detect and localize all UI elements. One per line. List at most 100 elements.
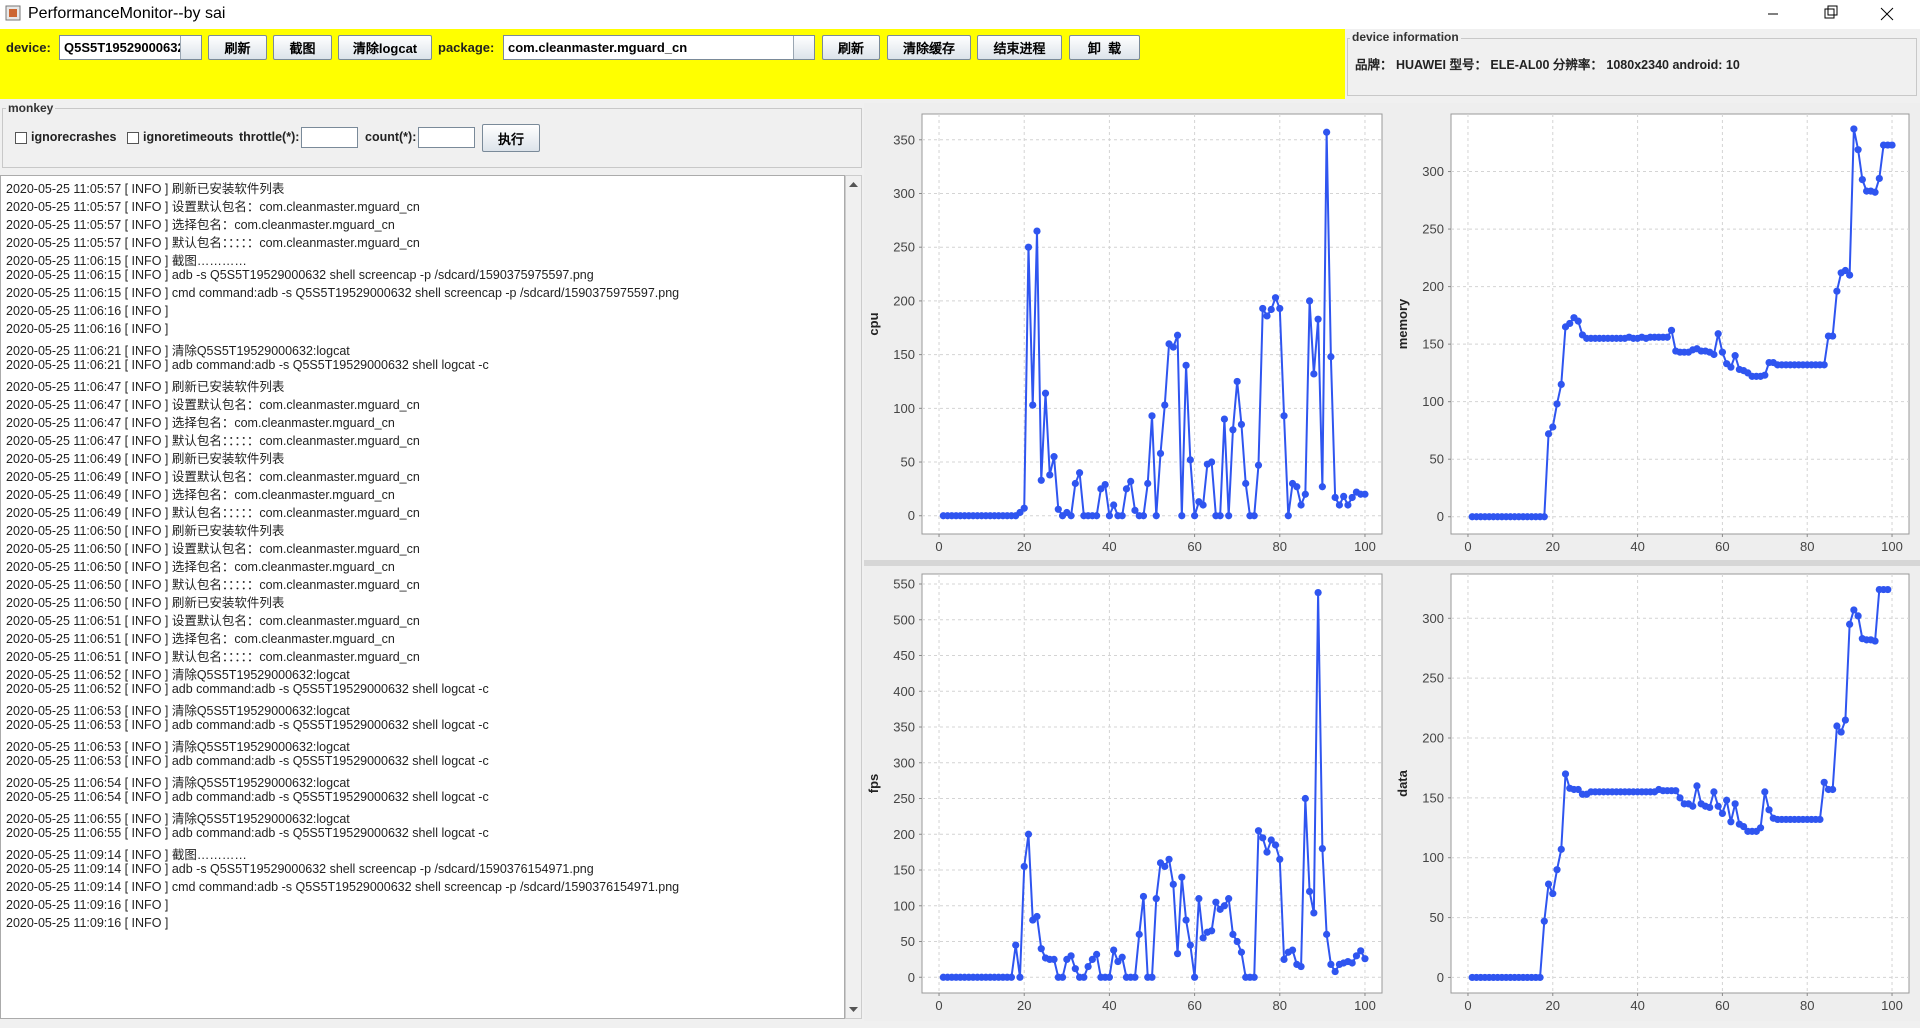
data-point <box>1233 377 1241 386</box>
y-tick-label: 0 <box>908 508 915 523</box>
data-point <box>1178 512 1186 520</box>
data-point <box>1829 332 1837 340</box>
button[interactable]: 清除logcat <box>338 35 432 60</box>
data-point <box>1553 400 1561 408</box>
checkbox[interactable] <box>127 132 139 144</box>
data-point <box>1710 788 1718 796</box>
title-bar: PerformanceMonitor--by sai <box>0 0 1920 29</box>
data-point <box>1033 227 1041 235</box>
button[interactable]: 结束进程 <box>977 35 1062 60</box>
count-label: count(*): <box>365 130 417 144</box>
data-point <box>1305 887 1314 896</box>
data-point <box>1267 836 1275 844</box>
data-point <box>1318 483 1326 491</box>
data-point <box>1182 916 1190 924</box>
count-input[interactable] <box>418 127 475 148</box>
data-point <box>1723 796 1731 804</box>
x-tick-label: 40 <box>1102 998 1116 1013</box>
button[interactable]: 刷新 <box>822 35 880 60</box>
data-point <box>1301 490 1309 498</box>
y-tick-label: 300 <box>893 755 915 770</box>
data-point <box>1254 827 1263 835</box>
data-point <box>1118 512 1126 520</box>
log-line: 2020-05-25 11:06:49 [ INFO ] 选择包名：com.cl… <box>6 488 395 502</box>
log-line: 2020-05-25 11:09:14 [ INFO ] 截图………… <box>6 848 247 862</box>
data-point <box>1156 449 1165 458</box>
x-tick-label: 60 <box>1187 539 1201 554</box>
data-point <box>1178 873 1186 881</box>
x-tick-label: 20 <box>1546 998 1560 1013</box>
log-line: 2020-05-25 11:09:16 [ INFO ] <box>6 898 169 912</box>
data-point <box>1263 312 1271 320</box>
data-point <box>1761 788 1769 796</box>
button[interactable]: 清除缓存 <box>887 35 971 60</box>
data-point <box>1689 802 1697 810</box>
log-line: 2020-05-25 11:05:57 [ INFO ] 默认包名：：：：：co… <box>6 236 420 250</box>
data-point <box>1067 512 1075 520</box>
data-point <box>1841 716 1849 724</box>
data-point <box>1553 866 1561 874</box>
data-point <box>1310 909 1318 917</box>
log-line: 2020-05-25 11:06:50 [ INFO ] 设置默认包名：com.… <box>6 542 420 556</box>
x-tick-label: 20 <box>1546 539 1560 554</box>
y-tick-label: 300 <box>1422 611 1444 626</box>
data-point <box>1161 862 1169 871</box>
data-point <box>1186 456 1194 464</box>
y-tick-label: 0 <box>1437 509 1444 524</box>
x-tick-label: 80 <box>1273 539 1287 554</box>
log-line: 2020-05-25 11:06:15 [ INFO ] cmd command… <box>6 286 680 300</box>
device-info-title: device information <box>1350 30 1461 44</box>
x-tick-label: 100 <box>1354 998 1376 1013</box>
data-point <box>1549 890 1557 898</box>
data-point <box>1041 389 1050 397</box>
scroll-arrows <box>849 182 858 1012</box>
data-point <box>1344 501 1352 509</box>
data-point <box>1676 794 1684 802</box>
scrollbar[interactable] <box>845 175 862 1019</box>
data-point <box>1220 902 1229 910</box>
log-line: 2020-05-25 11:06:47 [ INFO ] 选择包名：com.cl… <box>6 416 395 430</box>
x-tick-label: 0 <box>935 539 942 554</box>
x-tick-label: 100 <box>1354 539 1376 554</box>
button[interactable]: 截图 <box>273 35 332 60</box>
data-point <box>1854 146 1862 154</box>
run-button[interactable]: 执行 <box>482 124 540 152</box>
data-point <box>1190 512 1199 520</box>
button[interactable]: 卸 载 <box>1069 35 1140 60</box>
device-combo[interactable]: Q5S5T19529000632 <box>59 35 202 60</box>
log-line: 2020-05-25 11:06:15 [ INFO ] adb -s Q5S5… <box>6 268 594 282</box>
log-line: 2020-05-25 11:06:47 [ INFO ] 默认包名：：：：：co… <box>6 434 420 448</box>
data-point <box>1348 959 1356 967</box>
window-controls[interactable] <box>1740 0 1920 29</box>
data-point <box>1182 361 1190 369</box>
data-point <box>1139 512 1148 520</box>
data-point <box>1199 501 1207 509</box>
data-point <box>1549 423 1557 431</box>
log-area[interactable]: 2020-05-25 11:05:57 [ INFO ] 刷新已安装软件列表 20… <box>0 175 845 1019</box>
data-point <box>1718 809 1727 818</box>
plot-area <box>1450 573 1910 994</box>
y-tick-label: 100 <box>1422 394 1444 409</box>
x-tick-label: 0 <box>1464 539 1471 554</box>
data-point <box>1105 973 1114 981</box>
data-point <box>1237 420 1246 429</box>
x-tick-label: 60 <box>1715 539 1729 554</box>
throttle-input[interactable] <box>301 127 358 148</box>
data-point <box>1229 930 1237 938</box>
package-combo[interactable]: com.cleanmaster.mguard_cn <box>503 35 815 60</box>
data-point <box>1706 803 1714 812</box>
log-line: 2020-05-25 11:06:49 [ INFO ] 默认包名：：：：：co… <box>6 506 420 520</box>
data-point <box>1574 317 1582 325</box>
data-point <box>1216 512 1224 520</box>
data-point <box>1254 461 1263 469</box>
data-point <box>1875 174 1883 183</box>
button[interactable]: 刷新 <box>208 35 267 60</box>
data-point <box>1229 426 1237 434</box>
window-title: PerformanceMonitor--by sai <box>28 5 226 22</box>
checkbox[interactable] <box>15 132 27 144</box>
data-point <box>1225 512 1233 520</box>
checkbox-label: ignoretimeouts <box>143 130 234 144</box>
data-point <box>1271 294 1280 302</box>
data-point <box>1148 973 1156 981</box>
